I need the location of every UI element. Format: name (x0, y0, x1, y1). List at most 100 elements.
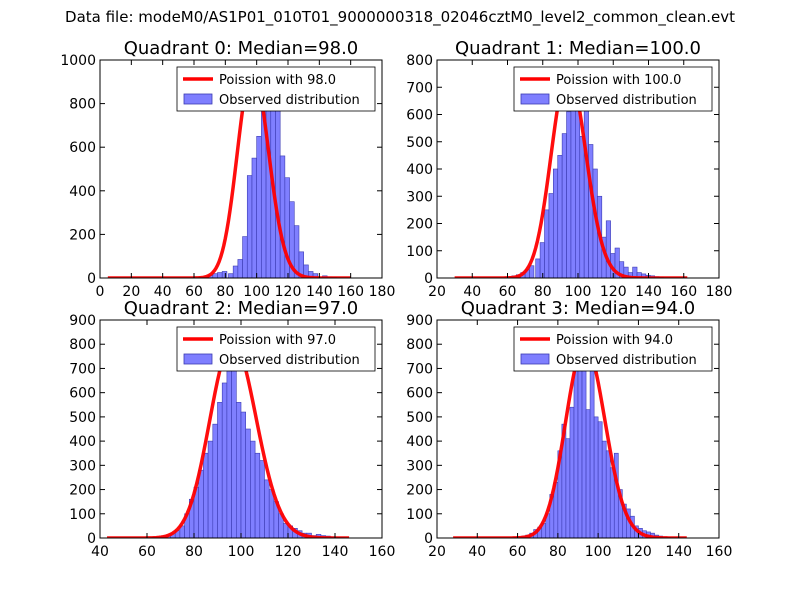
histogram-bar (561, 133, 567, 278)
y-tick-label: 200 (406, 217, 433, 233)
x-tick-label: 160 (337, 284, 364, 300)
x-tick-label: 60 (499, 284, 517, 300)
y-tick-label: 600 (406, 386, 433, 402)
x-tick-label: 40 (463, 284, 481, 300)
x-tick-label: 20 (122, 284, 140, 300)
x-tick-label: 120 (275, 284, 302, 300)
x-tick-label: 100 (228, 544, 255, 560)
histogram-bar (605, 220, 611, 278)
x-tick-label: 80 (534, 284, 552, 300)
histogram-bar (609, 467, 615, 538)
x-tick-label: 120 (625, 544, 652, 560)
histogram-bar (198, 469, 204, 538)
y-tick-label: 300 (406, 189, 433, 205)
histogram-bar (203, 452, 209, 538)
y-tick-label: 500 (69, 410, 96, 426)
histogram-bar (246, 175, 253, 278)
x-tick-label: 100 (565, 284, 592, 300)
histogram-bar (593, 416, 599, 538)
histogram-bar (251, 157, 257, 278)
legend-bar-label: Observed distribution (219, 353, 360, 368)
x-tick-label: 120 (600, 284, 627, 300)
x-tick-label: 60 (185, 284, 203, 300)
figure-suptitle: Data file: modeM0/AS1P01_010T01_90000003… (65, 8, 735, 26)
y-tick-label: 400 (69, 184, 96, 200)
x-tick-label: 160 (706, 544, 733, 560)
histogram-bar (221, 271, 228, 278)
histogram-bar (573, 368, 579, 538)
histogram-bar (544, 209, 550, 278)
legend: Poission with 100.0 Observed distribution (513, 66, 713, 112)
histogram-bar (585, 409, 591, 538)
legend-line-label: Poission with 94.0 (556, 333, 673, 348)
histogram-bar (232, 265, 239, 278)
plot-area (107, 340, 350, 538)
y-tick-label: 400 (406, 162, 433, 178)
histogram-bar (217, 272, 223, 278)
histogram-bar (539, 242, 545, 278)
legend: Poission with 97.0 Observed distribution (176, 326, 376, 372)
axes-frame (99, 59, 383, 279)
histogram-bar (275, 103, 281, 278)
histogram-bar (605, 450, 611, 538)
subplot-title: Quadrant 0: Median=98.0 (124, 38, 359, 59)
x-tick-label: 140 (306, 284, 333, 300)
legend-bar-swatch (520, 353, 550, 365)
x-tick-label: 20 (428, 284, 446, 300)
y-tick-label: 500 (406, 135, 433, 151)
y-tick-label: 300 (69, 458, 96, 474)
y-tick-label: 700 (69, 361, 96, 377)
histogram-bar (577, 358, 583, 538)
x-tick-label: 20 (428, 544, 446, 560)
histogram-bar (566, 111, 572, 278)
y-tick-label: 200 (69, 483, 96, 499)
histogram-bar (569, 406, 575, 538)
y-tick-label: 700 (406, 361, 433, 377)
subplot-quadrant-1: 20 40 60 80 100 120 140 160 180 0 100 200 300 400 500 6… (406, 38, 732, 300)
x-tick-label: 60 (138, 544, 156, 560)
x-tick-label: 40 (468, 544, 486, 560)
y-tick-label: 0 (87, 531, 96, 547)
histogram-bar (601, 440, 607, 538)
plot-area (453, 342, 687, 538)
legend-bar-label: Observed distribution (556, 93, 697, 108)
histogram-bar (226, 368, 232, 538)
histogram-bar (557, 155, 563, 278)
x-tick-label: 140 (665, 544, 692, 560)
y-tick-label: 100 (406, 507, 433, 523)
subplot-title: Quadrant 1: Median=100.0 (455, 38, 701, 59)
y-tick-label: 300 (406, 458, 433, 474)
histogram-bar (565, 438, 571, 538)
histogram-bar (212, 423, 218, 538)
x-tick-label: 180 (706, 284, 733, 300)
x-tick-label: 140 (635, 284, 662, 300)
histogram-bar (207, 440, 214, 538)
x-tick-label: 100 (243, 284, 270, 300)
y-tick-label: 900 (406, 313, 433, 329)
legend-bar-swatch (183, 353, 213, 365)
y-tick-label: 400 (406, 434, 433, 450)
legend: Poission with 94.0 Observed distribution (513, 326, 713, 372)
histogram-bar (256, 136, 262, 278)
y-tick-label: 0 (424, 271, 433, 287)
x-tick-label: 80 (549, 544, 567, 560)
legend-line-label: Poission with 100.0 (556, 73, 681, 88)
histogram-bar (237, 259, 243, 278)
subplot-title: Quadrant 3: Median=94.0 (461, 298, 696, 319)
histogram-bar (553, 168, 559, 278)
legend-line-label: Poission with 97.0 (219, 333, 336, 348)
axes-frame (436, 319, 720, 539)
y-tick-label: 800 (69, 97, 96, 113)
x-tick-label: 100 (585, 544, 612, 560)
y-tick-label: 600 (406, 108, 433, 124)
x-tick-label: 60 (509, 544, 527, 560)
histogram-bar (259, 460, 265, 538)
histogram-bar (548, 193, 554, 278)
y-tick-label: 700 (406, 80, 433, 96)
subplot-title: Quadrant 2: Median=97.0 (124, 298, 359, 319)
y-tick-label: 0 (424, 531, 433, 547)
y-tick-label: 200 (406, 483, 433, 499)
legend-bar-swatch (183, 93, 213, 105)
x-tick-label: 80 (185, 544, 203, 560)
y-tick-label: 800 (69, 337, 96, 353)
